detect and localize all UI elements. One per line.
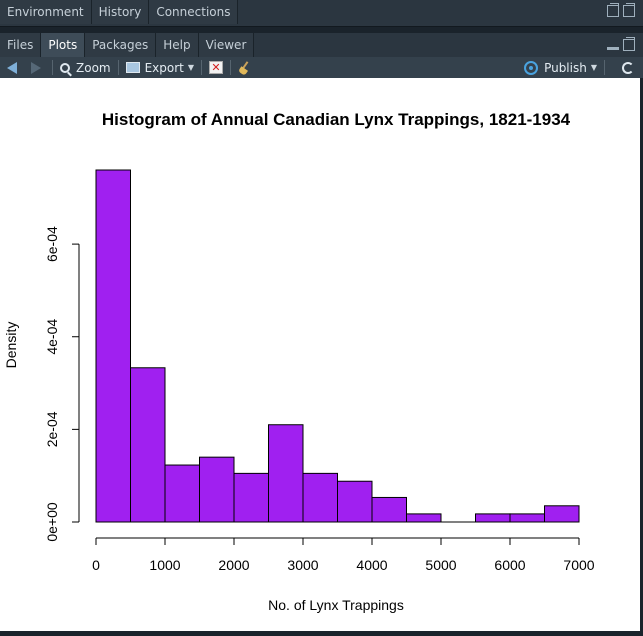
y-tick-label-1: 2e-04 bbox=[44, 411, 60, 447]
x-tick-label-4: 4000 bbox=[356, 557, 387, 573]
refresh-button[interactable] bbox=[609, 58, 643, 77]
chevron-down-icon: ▼ bbox=[590, 63, 597, 72]
plot-viewer: Histogram of Annual Canadian Lynx Trappi… bbox=[0, 78, 640, 631]
x-tick-label-2: 2000 bbox=[218, 557, 249, 573]
remove-plot-button[interactable]: ✕ bbox=[206, 58, 226, 77]
histogram-bar-5 bbox=[268, 424, 304, 523]
tab-connections[interactable]: Connections bbox=[149, 0, 239, 24]
tab-environment[interactable]: Environment bbox=[0, 0, 92, 24]
tab-plots[interactable]: Plots bbox=[41, 33, 86, 57]
x-tick-label-6: 6000 bbox=[494, 557, 525, 573]
tab-files[interactable]: Files bbox=[0, 33, 42, 57]
x-tick-label-0: 0 bbox=[92, 557, 100, 573]
restore-pane-icon[interactable] bbox=[623, 37, 635, 51]
histogram-bar-3 bbox=[199, 456, 235, 523]
histogram-bar-1 bbox=[130, 367, 166, 523]
tab-history[interactable]: History bbox=[91, 0, 150, 24]
toolbar-divider bbox=[52, 60, 53, 75]
histogram-bar-12 bbox=[509, 513, 545, 523]
top-pane-controls bbox=[607, 3, 635, 17]
clear-plots-button[interactable] bbox=[235, 58, 255, 77]
export-button[interactable]: Export ▼ bbox=[123, 58, 197, 77]
restore-pane-icon[interactable] bbox=[607, 3, 619, 17]
x-axis-label: No. of Lynx Trappings bbox=[268, 597, 404, 613]
x-tick-label-7: 7000 bbox=[563, 557, 594, 573]
y-tick-label-0: 0e+00 bbox=[44, 502, 60, 542]
export-label: Export bbox=[144, 60, 184, 75]
chevron-down-icon: ▼ bbox=[187, 63, 195, 72]
maximize-pane-icon[interactable] bbox=[623, 3, 635, 17]
pane-splitter[interactable] bbox=[0, 27, 643, 33]
remove-plot-icon: ✕ bbox=[209, 61, 224, 74]
arrow-left-icon bbox=[7, 61, 17, 74]
histogram-bar-11 bbox=[475, 513, 511, 523]
minimize-pane-icon[interactable] bbox=[607, 39, 619, 51]
tab-help[interactable]: Help bbox=[156, 33, 199, 57]
histogram-bars bbox=[95, 169, 580, 523]
bottom-pane-controls bbox=[607, 37, 635, 51]
histogram-bar-4 bbox=[233, 472, 269, 523]
y-tick-label-2: 4e-04 bbox=[44, 319, 60, 355]
x-tick-label-5: 5000 bbox=[425, 557, 456, 573]
x-tick-label-1: 1000 bbox=[149, 557, 180, 573]
arrow-right-icon bbox=[31, 61, 41, 74]
tab-packages[interactable]: Packages bbox=[85, 33, 157, 57]
publish-label: Publish bbox=[544, 60, 587, 75]
histogram-bar-2 bbox=[164, 464, 200, 523]
pane-border bbox=[0, 631, 643, 636]
histogram-bar-7 bbox=[337, 480, 373, 523]
bottom-pane-tabs: Files Plots Packages Help Viewer bbox=[0, 33, 255, 57]
publish-button[interactable]: Publish ▼ bbox=[521, 58, 600, 77]
histogram-bar-6 bbox=[302, 472, 338, 523]
toolbar-divider bbox=[117, 60, 119, 75]
publish-icon bbox=[524, 60, 539, 75]
histogram-bar-0 bbox=[95, 169, 131, 523]
pane-border bbox=[640, 78, 643, 636]
toolbar-divider bbox=[604, 60, 605, 75]
broom-icon bbox=[238, 61, 252, 75]
zoom-icon bbox=[60, 62, 70, 73]
refresh-icon bbox=[622, 61, 634, 74]
y-axis: 0e+00 2e-04 4e-04 6e-04 bbox=[44, 226, 80, 542]
histogram-bar-8 bbox=[371, 496, 407, 523]
next-plot-button[interactable] bbox=[24, 58, 48, 77]
zoom-button[interactable]: Zoom bbox=[57, 58, 114, 77]
toolbar-divider bbox=[201, 60, 203, 75]
plots-toolbar: Zoom Export ▼ ✕ Publish ▼ bbox=[0, 57, 643, 79]
chart-title: Histogram of Annual Canadian Lynx Trappi… bbox=[102, 110, 571, 129]
top-pane-tabs: Environment History Connections bbox=[0, 0, 239, 26]
histogram-bar-13 bbox=[544, 505, 580, 523]
x-tick-label-3: 3000 bbox=[287, 557, 318, 573]
bottom-pane-header: Files Plots Packages Help Viewer bbox=[0, 33, 643, 57]
histogram-bar-9 bbox=[406, 513, 442, 523]
y-tick-label-3: 6e-04 bbox=[44, 226, 60, 262]
top-pane: Environment History Connections bbox=[0, 0, 643, 27]
histogram-chart: Histogram of Annual Canadian Lynx Trappi… bbox=[3, 110, 595, 613]
x-axis: 0 1000 2000 3000 4000 5000 6000 7000 bbox=[92, 537, 595, 573]
export-icon bbox=[125, 62, 140, 73]
toolbar-divider bbox=[230, 60, 232, 75]
y-axis-label: Density bbox=[3, 322, 19, 369]
zoom-label: Zoom bbox=[76, 60, 111, 75]
previous-plot-button[interactable] bbox=[0, 58, 24, 77]
tab-viewer[interactable]: Viewer bbox=[198, 33, 255, 57]
